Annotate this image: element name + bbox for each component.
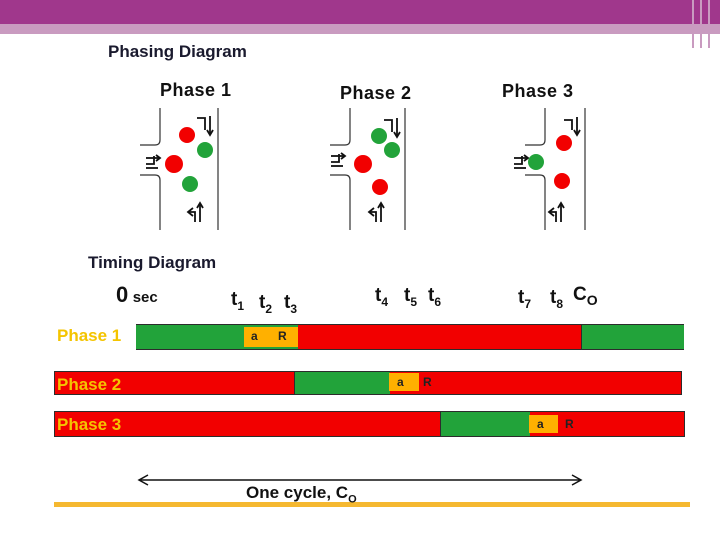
red-signal-icon: [179, 127, 195, 143]
phase-1-intersection: [140, 108, 219, 230]
cycle-arrow: [137, 474, 583, 486]
red-clearance-interval: R: [274, 327, 298, 347]
corner-stripe: [700, 0, 702, 48]
green-interval: [440, 412, 530, 436]
phasing-diagram-title: Phasing Diagram: [108, 42, 247, 61]
phase-2-timing-bar: a R: [54, 371, 682, 395]
time-marker-t4: t4: [375, 285, 389, 309]
time-marker-t2: t2: [259, 292, 273, 316]
phase-3-heading: Phase 3: [502, 81, 574, 101]
red-clearance-interval: R: [558, 415, 584, 433]
phase-2-heading: Phase 2: [340, 83, 412, 103]
phase-2-bar-label: Phase 2: [57, 375, 122, 394]
southbound-arrows: [384, 118, 401, 139]
time-marker-t3: t3: [284, 292, 298, 316]
phase-3-intersection: [514, 108, 586, 230]
eastbound-arrows: [331, 152, 347, 167]
phase-3-bar-label: Phase 3: [57, 415, 122, 434]
green-signal-icon: [182, 176, 198, 192]
time-marker-t1: t1: [231, 289, 245, 313]
cycle-length-label: One cycle, CO: [246, 483, 357, 506]
corner-stripe: [692, 0, 694, 48]
phase-1-heading: Phase 1: [160, 80, 232, 100]
amber-interval: a: [389, 373, 419, 391]
time-marker-t5: t5: [404, 285, 418, 309]
time-marker-cycle: CO: [573, 284, 598, 308]
northbound-arrows: [186, 201, 204, 222]
red-clearance-interval: R: [419, 373, 443, 391]
time-zero-label: 0 sec: [116, 282, 158, 308]
phase-3-timing-bar: a R: [54, 411, 685, 437]
bottom-accent-line: [54, 502, 690, 507]
eastbound-arrows: [514, 154, 530, 169]
green-interval: [581, 324, 684, 350]
red-signal-icon: [556, 135, 572, 151]
southbound-arrows: [197, 116, 214, 137]
phase-1-bar-label: Phase 1: [57, 326, 122, 345]
green-signal-icon: [384, 142, 400, 158]
top-accent-band: [0, 24, 720, 34]
time-marker-t6: t6: [428, 285, 442, 309]
amber-interval: a: [529, 415, 558, 433]
green-interval: [294, 372, 390, 394]
green-signal-icon: [197, 142, 213, 158]
red-signal-icon: [354, 155, 372, 173]
timing-diagram-title: Timing Diagram: [88, 253, 217, 272]
green-signal-icon: [528, 154, 544, 170]
time-zero-unit: sec: [132, 289, 158, 306]
southbound-arrows: [564, 117, 581, 137]
amber-interval: a: [244, 327, 274, 347]
time-marker-t7: t7: [518, 287, 532, 311]
corner-stripe: [708, 0, 710, 48]
red-signal-icon: [554, 173, 570, 189]
green-signal-icon: [371, 128, 387, 144]
northbound-arrows: [367, 201, 385, 222]
phase-1-timing-bar: a R: [57, 324, 684, 350]
red-signal-icon: [372, 179, 388, 195]
time-marker-t8: t8: [550, 287, 564, 311]
eastbound-arrows: [146, 154, 162, 169]
time-zero-number: 0: [116, 282, 129, 307]
phase-2-intersection: [330, 108, 406, 230]
top-accent-bar: [0, 0, 720, 24]
red-interval: [298, 324, 581, 350]
red-signal-icon: [165, 155, 183, 173]
northbound-arrows: [547, 201, 565, 222]
